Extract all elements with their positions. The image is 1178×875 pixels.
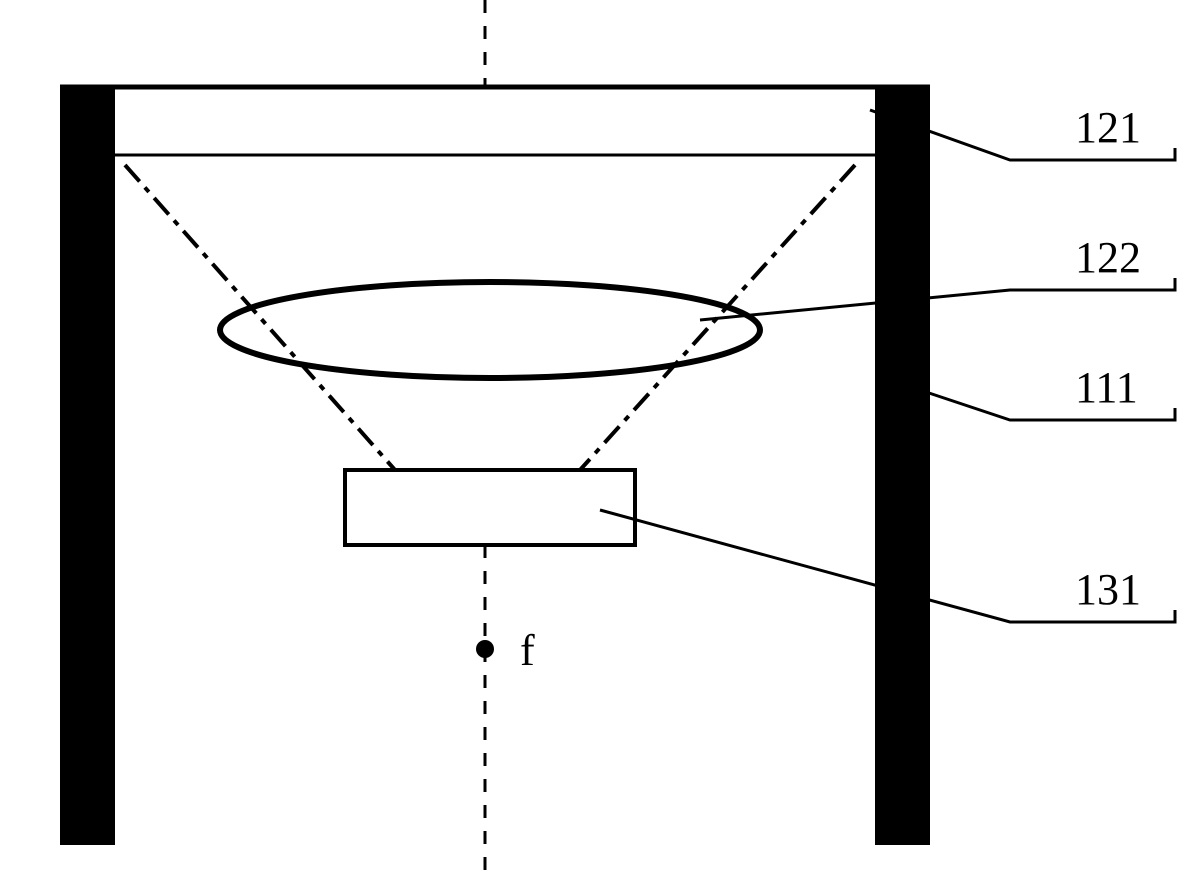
lens-ellipse [220, 282, 760, 378]
frame-right-wall [875, 85, 930, 845]
label-121: 121 [1075, 102, 1141, 153]
cone-line-left [125, 165, 395, 470]
diagram-container: 121 122 111 131 f [0, 0, 1178, 870]
label-111: 111 [1075, 362, 1138, 413]
label-122: 122 [1075, 232, 1141, 283]
label-f: f [520, 625, 535, 676]
sensor-rect [345, 470, 635, 545]
label-131: 131 [1075, 564, 1141, 615]
diagram-svg [0, 0, 1178, 870]
frame-left-wall [60, 85, 115, 845]
focal-point [476, 640, 494, 658]
leader-line-122 [700, 278, 1175, 320]
